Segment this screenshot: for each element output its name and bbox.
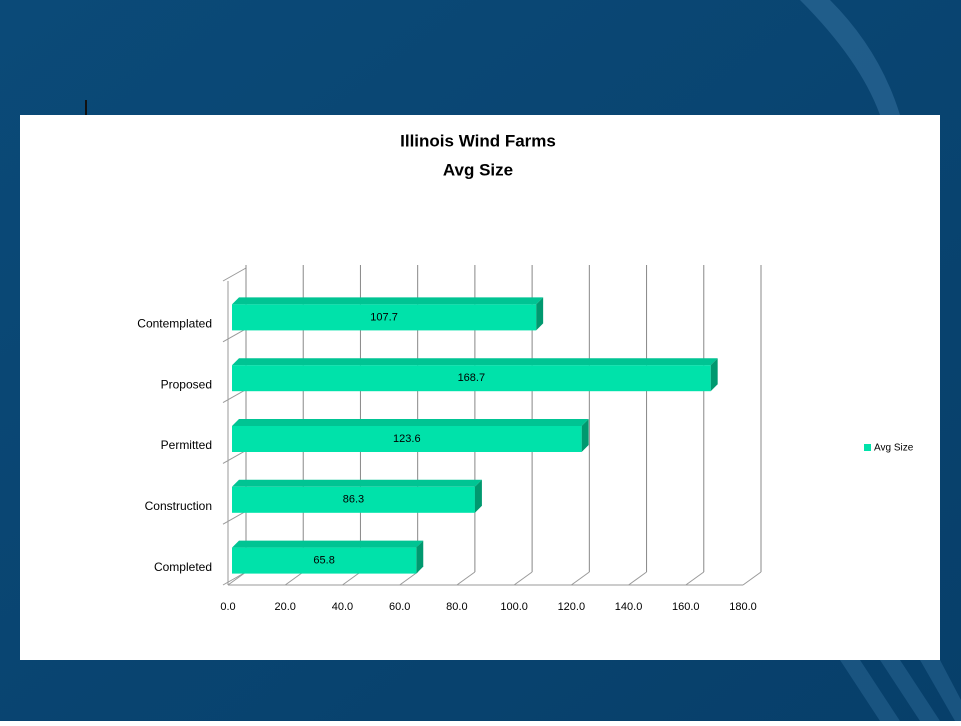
floor-line [456, 571, 476, 586]
legend-label: Avg Size [874, 443, 914, 454]
x-tick-label: 20.0 [275, 601, 296, 613]
data-label: 168.7 [458, 372, 486, 384]
wall-line [222, 510, 247, 525]
y-tick-label: Permitted [161, 438, 212, 452]
floor-line [342, 571, 361, 586]
bar-top [232, 358, 718, 366]
x-tick-label: 80.0 [446, 601, 467, 613]
wall-line [222, 449, 247, 464]
bar-top [232, 419, 589, 426]
legend-swatch [864, 444, 871, 451]
wall-line [222, 389, 247, 404]
x-tick-label: 0.0 [220, 601, 235, 613]
x-tick-label: 120.0 [558, 601, 586, 613]
x-tick-label: 60.0 [389, 601, 410, 613]
bar-side [581, 419, 589, 452]
x-tick-label: 180.0 [729, 601, 757, 613]
chart-title: Illinois Wind Farms [400, 131, 556, 150]
bar [232, 486, 475, 513]
x-tick-label: 100.0 [500, 601, 528, 613]
bar-top [232, 540, 424, 548]
floor-line [628, 571, 647, 586]
data-label: 107.7 [370, 311, 398, 323]
floor-line [227, 571, 247, 586]
floor-line [742, 571, 762, 586]
floor-line [513, 571, 533, 586]
y-tick-label: Proposed [161, 377, 212, 391]
data-label: 65.8 [313, 555, 334, 567]
data-label: 86.3 [343, 494, 364, 506]
chart-title: Avg Size [443, 160, 513, 179]
y-tick-label: Construction [145, 499, 212, 513]
x-tick-label: 40.0 [332, 601, 353, 613]
x-tick-label: 160.0 [672, 601, 700, 613]
bar-side [536, 297, 544, 331]
y-tick-label: Completed [154, 560, 212, 574]
floor-line [284, 571, 304, 586]
bar [232, 365, 711, 392]
x-tick-label: 140.0 [615, 601, 643, 613]
bar [232, 547, 417, 574]
decor-streak [800, 0, 900, 115]
bar-top [232, 297, 544, 305]
wall-line [222, 328, 247, 343]
floor-line [685, 571, 705, 586]
floor-line [399, 571, 418, 586]
bar-side [710, 358, 718, 392]
data-label: 123.6 [393, 433, 421, 445]
bar-top [232, 479, 482, 487]
decor-streak [840, 660, 961, 721]
bar-side [474, 479, 482, 513]
wall-line [222, 267, 247, 282]
bar [232, 426, 582, 452]
bar [232, 304, 537, 331]
bar-side [416, 540, 424, 574]
floor-line [571, 571, 590, 586]
y-tick-label: Contemplated [137, 317, 212, 331]
